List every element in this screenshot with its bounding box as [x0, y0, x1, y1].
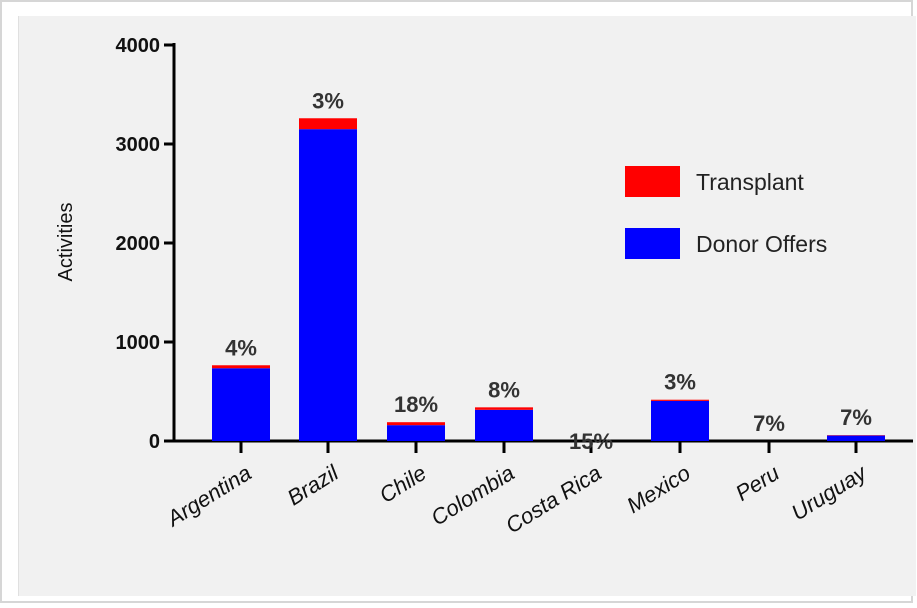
percent-annotation: 3%: [312, 88, 344, 113]
y-tick-label: 3000: [116, 134, 161, 156]
percent-annotation: 7%: [753, 411, 785, 436]
donor-offers-bar: [651, 400, 709, 441]
legend-swatch: [625, 228, 680, 259]
x-tick-label: Peru: [731, 460, 784, 506]
x-tick-label: Mexico: [622, 460, 694, 518]
donor-offers-bar: [827, 435, 885, 441]
y-tick-label: 1000: [116, 332, 161, 354]
transplant-bar: [212, 365, 270, 369]
legend: Transplant Donor Offers: [625, 166, 827, 259]
y-tick-label: 4000: [116, 35, 161, 57]
x-tick-label: Argentina: [161, 460, 256, 532]
percent-annotation: 4%: [225, 335, 257, 360]
percent-annotation: 8%: [488, 377, 520, 402]
x-tick-label: Brazil: [283, 459, 344, 510]
axes: 0 1000 2000 3000 4000: [116, 35, 913, 453]
percent-annotation: 7%: [840, 405, 872, 430]
bars: [212, 118, 885, 441]
percent-annotation: 18%: [394, 392, 438, 417]
donor-offers-bar: [212, 368, 270, 441]
legend-label: Donor Offers: [696, 231, 827, 257]
x-tick-label: Chile: [375, 460, 431, 508]
legend-label: Transplant: [696, 169, 804, 195]
transplant-bar: [475, 407, 533, 410]
transplant-bar: [387, 422, 445, 426]
labels: 4%Argentina3%Brazil18%Chile8%Colombia15%…: [161, 88, 873, 538]
x-tick-label: Uruguay: [787, 459, 872, 525]
x-tick-label: Costa Rica: [501, 460, 605, 538]
y-tick-label: 0: [149, 431, 160, 453]
transplant-bar: [299, 118, 357, 130]
transplant-bar: [651, 399, 709, 401]
donor-offers-bar: [299, 129, 357, 441]
percent-annotation: 15%: [569, 429, 613, 454]
donor-offers-bar: [387, 425, 445, 441]
legend-swatch: [625, 166, 680, 197]
percent-annotation: 3%: [664, 370, 696, 395]
y-tick-label: 2000: [116, 233, 161, 255]
y-axis-label: Activities: [55, 203, 77, 282]
chart-panel: [18, 16, 916, 596]
donor-offers-bar: [475, 409, 533, 441]
